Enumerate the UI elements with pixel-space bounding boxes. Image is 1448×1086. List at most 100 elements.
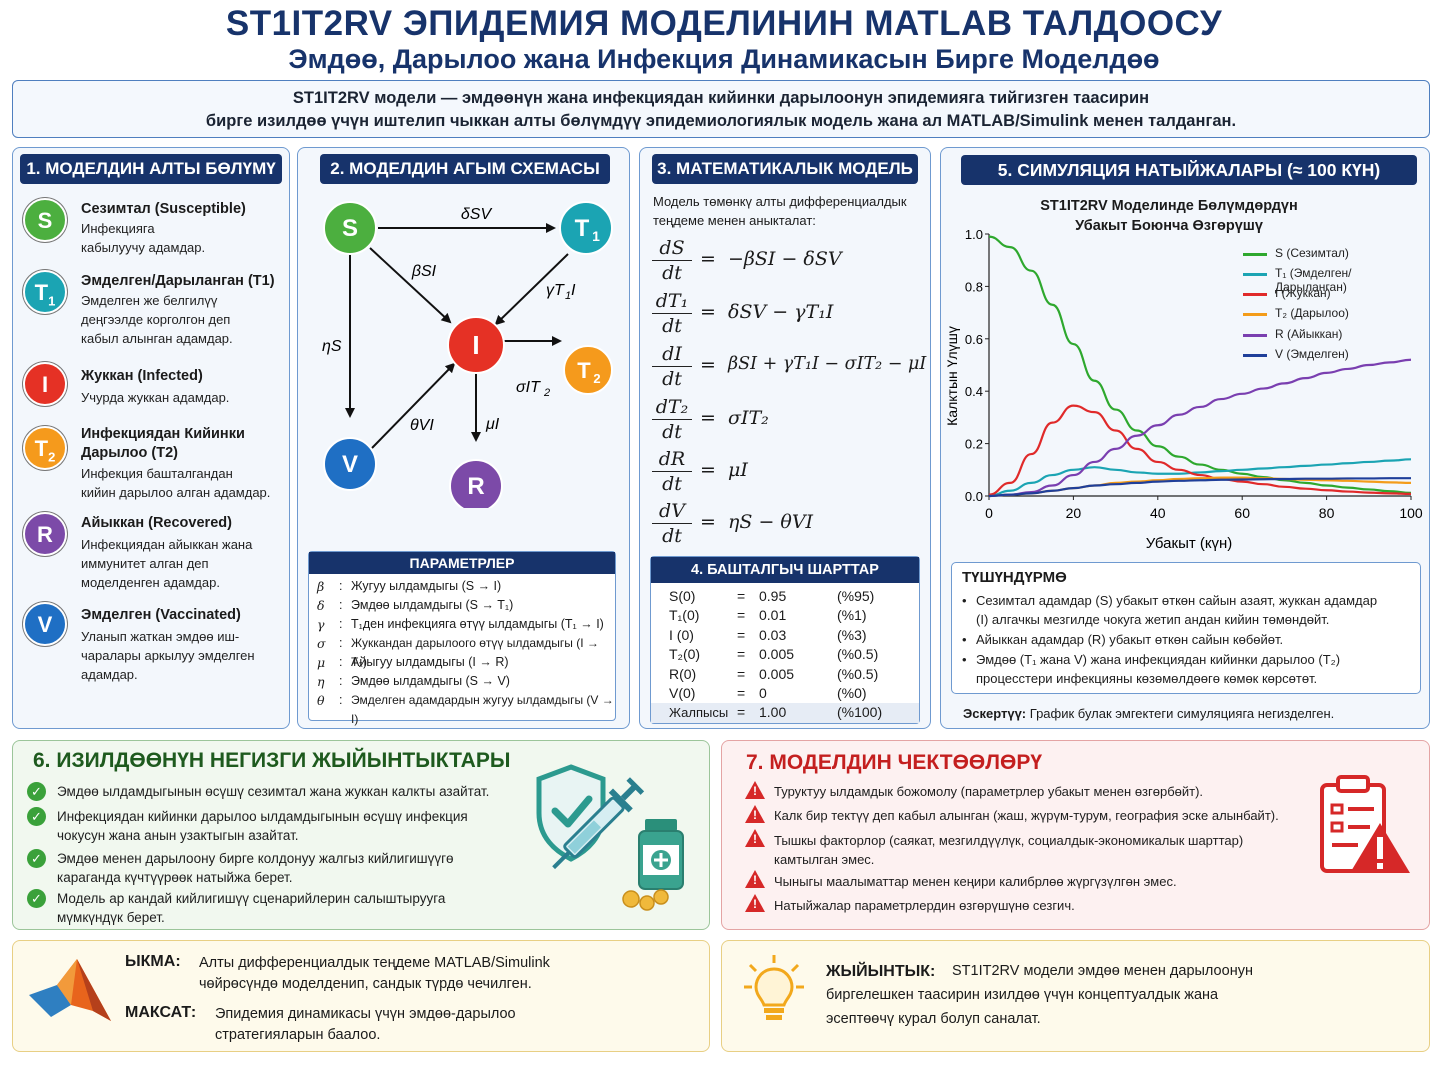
label-sit2: σIT [516,379,541,396]
result-item: караганда күчтүүрөөк натыйжа берет. [57,870,293,885]
legend-swatch-s [1243,253,1267,256]
legend-item: R (Айыккан) [1275,327,1343,341]
equation-row: dS dt = −βSI − δSV [652,236,922,288]
chart-lines [988,235,1412,498]
x-tick-label: 40 [1150,505,1166,521]
result-item: Инфекциядан кийинки дарылоо ылдамдыгынын… [57,809,468,824]
series-line-4 [988,358,1412,498]
edge-s-i [369,247,452,324]
initial-row: S(0) = 0.95 (%95) [669,588,875,604]
flow-header: 2. МОДЕЛДИН АГЫМ СХЕМАСЫ [320,154,610,184]
note: Эскертүү: График булак эмгектеги симуляц… [963,706,1334,721]
compartment-title: Сезимтал (Susceptible) [81,201,246,217]
conclusion-line-2: биргелешкен таасирин изилдөө үчүн концеп… [826,987,1219,1003]
conclusion-label: ЖЫЙЫНТЫК: [826,963,936,980]
node-t2-label: T [577,358,591,383]
params-box: ПАРАМЕТРЛЕР β: Жугуу ылдамдыгы (S → I) δ:… [308,551,616,726]
limit-item: Натыйжалар параметрлердин өзгөрүшүнө сез… [774,898,1075,913]
limit-item: Калк бир тектүү деп кабыл алынган (жаш, … [774,808,1279,823]
initial-row: I (0) = 0.03 (%3) [669,627,867,643]
chart-axes: 0.0 0.2 0.4 0.6 0.8 1.0 0 20 40 60 80 100 [965,227,1423,521]
compartment-desc: кабыл алынган адамдар. [81,331,233,346]
flow-panel: 2. МОДЕЛДИН АГЫМ СХЕМАСЫ S T 1 I T 2 V R… [297,147,630,729]
clipboard-warning-icon [1320,775,1410,873]
equation-row: dI dt = βSI + γT₁I − σIT₂ − μI [652,342,926,394]
series-line-0 [988,235,1412,494]
warning-icon: ! [745,805,765,823]
equation-row: dT₁ dt = δSV − γT₁I [652,289,922,341]
edge-v-i [371,362,456,449]
simulation-header: 5. СИМУЛЯЦИЯ НАТЫЙЖАЛАРЫ (≈ 100 КҮН) [961,155,1417,185]
label-mui: μI [485,416,500,433]
limits-panel: 7. МОДЕЛДИН ЧЕКТӨӨЛӨРҮ ! Туруктуу ылдамд… [721,740,1430,930]
result-item: чокусун жана анын узактыгын азайтат. [57,828,299,843]
page-title: ST1IT2RV ЭПИДЕМИЯ МОДЕЛИНИН MATLAB ТАЛДО… [225,4,1223,43]
label-gt1i-tail: I [571,282,576,299]
node-s-label: S [342,215,358,242]
limit-item: камтылган эмес. [774,852,875,867]
compartment-title-2: Дарылоо (T2) [81,445,178,461]
node-t1 [559,201,613,255]
note-text: График булак эмгектеги симуляцияга негиз… [1029,706,1335,721]
simulation-chart: 0.0 0.2 0.4 0.6 0.8 1.0 0 20 40 60 80 100 Калктын Ү… [944,227,1423,552]
warning-icon: ! [745,870,765,888]
result-item: Эмдөө менен дарылоону бирге колдонуу жал… [57,851,454,866]
conclusion-line-3: эсептөөчү курал болуп саналат. [826,1011,1041,1027]
intro-line-1: ST1IT2RV модели — эмдөөнүн жана инфекция… [292,89,1150,107]
legend-swatch-v [1243,354,1267,357]
warning-icon: ! [745,829,765,847]
explain-text: Айыккан адамдар (R) убакыт өткөн сайын к… [976,632,1284,647]
compartment-desc: Инфекцияга [81,221,155,236]
param-row: σ: Жуккандан дарылоого өтүү ылдамдыгы (I … [317,636,599,670]
s-circle-icon: S [23,198,67,242]
compartment-desc: Учурда жуккан адамдар. [81,390,230,405]
initial-row: R(0) = 0.005 (%0.5) [669,666,879,682]
method-label: ЫКМА: [125,953,181,970]
method-line-1: Алты дифференциалдык теңдеме MATLAB/Simu… [199,955,550,971]
math-intro: Модель төмөнкү алты дифференциалдык теңд… [653,192,907,230]
limits-header: 7. МОДЕЛДИН ЧЕКТӨӨЛӨРҮ [746,751,1043,774]
series-line-2 [988,404,1412,496]
limit-item: Тышкы факторлор (саякат, мезгилдүүлүк, с… [774,833,1244,848]
edge-t1-i [494,253,569,326]
result-item: Эмдөө ылдамдыгынын өсүшү сезимтал жана ж… [57,784,490,799]
warning-icon: ! [745,894,765,912]
t1-circle-icon: T1 [23,270,67,314]
legend-item: T₂ (Дарылоо) [1275,306,1349,320]
initial-row: T₂(0) = 0.005 (%0.5) [669,646,879,662]
math-header: 3. МАТЕМАТИКАЛЫК МОДЕЛЬ [652,154,918,184]
legend-swatch-t2 [1243,313,1267,316]
initial-box: 4. БАШТАЛГЫЧ ШАРТТАР S(0) = 0.95 (%95) T₁(0… [650,556,920,724]
results-panel: 6. ИЗИЛДӨӨНҮН НЕГИЗГИ ЖЫЙЫНТЫКТАРЫ ✓ Эмд… [12,740,710,930]
math-intro-1: Модель төмөнкү алты дифференциалдык [653,194,907,209]
explain-text: Эмдөө (T₁ жана V) жана инфекциядан кийин… [976,652,1341,667]
compartment-desc: Инфекциядан айыккан жана [81,537,253,552]
math-panel: 3. МАТЕМАТИКАЛЫК МОДЕЛЬ Модель төмөнкү а… [639,147,931,729]
t2-circle-icon: T2 [23,426,67,470]
note-label: Эскертүү: [963,706,1027,721]
explain-text: процесстери инфекцияны көзөмөлдөөгө көмө… [976,671,1318,686]
explain-header: ТҮШҮНДҮРМӨ [962,569,1067,586]
initial-total-row: Жалпысы = 1.00 (%100) [651,703,919,723]
node-i-label: I [472,330,479,360]
x-tick-label: 0 [985,505,993,521]
label-thvi: θVI [410,417,434,434]
limit-item: Чыныгы маалыматтар менен кеңири калибрлө… [774,874,1177,889]
x-tick-label: 100 [1399,505,1423,521]
math-intro-2: теңдеме менен аныкталат: [653,213,816,228]
compartment-desc: чаралары аркылуу эмделген [81,648,255,663]
initial-row: V(0) = 0 (%0) [669,685,867,701]
page-subtitle: Эмдөө, Дарылоо жана Инфекция Динамикасын… [288,44,1160,74]
lightbulb-icon [744,955,804,1020]
node-t2 [563,345,613,395]
result-item: мүмкүндүк берет. [57,910,165,925]
node-v [323,437,377,491]
limit-item: Туруктуу ылдамдык божомолу (параметрлер … [774,784,1204,799]
legend-swatch-r [1243,334,1267,337]
param-row: μ: Айыгуу ылдамдыгы (I → R) [317,655,509,670]
y-tick-label: 1.0 [965,227,983,242]
explain-bullet: • [962,652,967,667]
node-r [449,459,503,508]
label-gt1i-sub: 1 [565,290,571,302]
legend-swatch-i [1243,293,1267,296]
